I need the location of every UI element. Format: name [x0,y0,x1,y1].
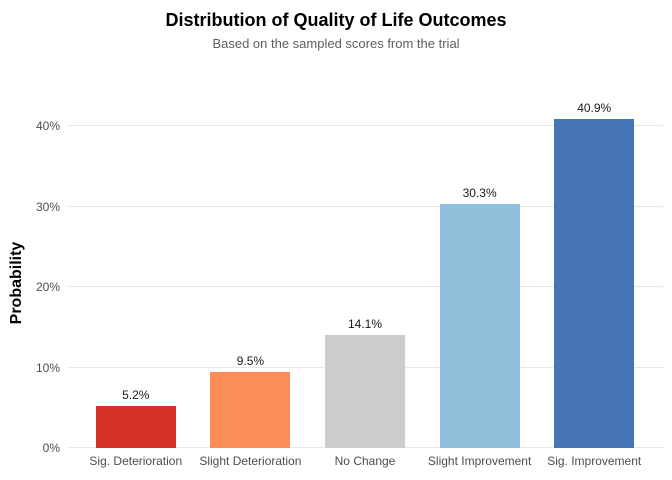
chart-subtitle: Based on the sampled scores from the tri… [212,36,460,51]
gridline [67,125,663,126]
y-tick-label: 40% [35,119,60,133]
x-tick-label: Slight Improvement [427,454,532,468]
y-tick-label: 0% [42,441,60,455]
gridline [67,205,663,207]
bar-value-label: 30.3% [462,186,497,201]
bar-slight-improvement [439,204,520,448]
y-tick-label: 10% [35,360,60,375]
x-tick-label: Sig. Improvement [547,454,642,468]
bar-slight-deterioration [210,371,291,448]
x-tick-label: Sig. Deterioration [89,454,183,468]
y-tick-label: 20% [35,280,60,294]
bar-value-label: 9.5% [236,353,265,368]
bar-value-label: 14.1% [347,316,383,331]
x-axis-labels: Sig. Deterioration Slight Deterioration No… [67,454,663,474]
bar-value-label: 40.9% [577,100,612,115]
x-tick-label: No Change [334,454,396,468]
x-tick-label: Slight Deterioration [199,454,302,468]
chart-title: Distribution of Quality of Life Outcomes [165,10,507,30]
y-tick-label: 30% [35,199,60,214]
bar-sig-improvement [554,118,635,448]
gridline [67,286,663,287]
plot-panel: 5.2% 9.5% 14.1% 30.3% 40.9% [67,100,663,448]
bar-no-change [325,334,405,448]
bar-sig-deterioration [95,406,176,448]
bar-value-label: 5.2% [122,388,150,403]
